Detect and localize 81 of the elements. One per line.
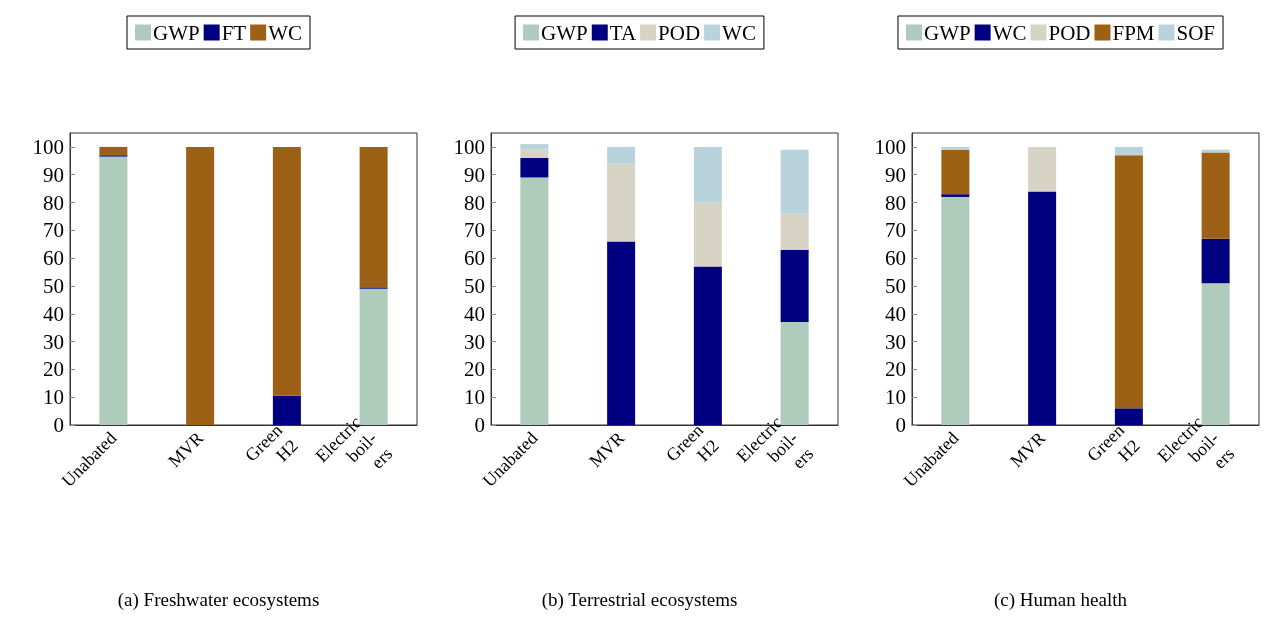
legend-label: SOF [1176, 20, 1216, 45]
y-tick-label: 50 [43, 273, 64, 298]
y-tick-label: 0 [474, 413, 485, 437]
y-tick-label: 10 [885, 385, 906, 410]
text: (a) Freshwater ecosystems [117, 589, 320, 611]
text: (c) Human health [994, 589, 1128, 611]
y-tick-label: 10 [43, 385, 64, 410]
y-tick-label: 60 [885, 246, 906, 271]
bar [780, 249, 809, 323]
y-tick-label: 20 [885, 357, 906, 382]
y-tick-label: 60 [464, 246, 485, 271]
bar [186, 146, 215, 425]
bar [520, 177, 549, 425]
bar [693, 266, 722, 425]
legend-label: POD [658, 20, 701, 45]
y-tick-label: 90 [885, 162, 906, 187]
bar [359, 288, 388, 425]
y-tick-label: 10 [464, 385, 485, 410]
y-tick-label: 90 [464, 162, 485, 187]
y-tick-label: 60 [43, 246, 64, 271]
legend-label: GWP [153, 20, 200, 45]
y-tick-label: 80 [43, 190, 64, 215]
y-tick-label: 70 [464, 218, 485, 243]
bar [941, 146, 970, 150]
legend-label: TA [609, 20, 637, 45]
bar [941, 149, 970, 195]
legend-label: WC [992, 20, 1027, 45]
bar [1114, 155, 1143, 409]
y-tick-label: 70 [885, 218, 906, 243]
bar [607, 146, 636, 164]
bar [520, 149, 549, 159]
legend-label: WC [268, 20, 302, 45]
bar [1201, 152, 1230, 239]
bar [941, 196, 970, 425]
bar [780, 213, 809, 250]
y-tick-label: 30 [43, 329, 64, 354]
y-tick-label: 80 [464, 190, 485, 215]
bar [1114, 146, 1143, 156]
y-tick-label: 40 [885, 301, 906, 326]
y-tick-label: 80 [885, 190, 906, 215]
bar [693, 202, 722, 267]
text: (b) Terrestrial ecosystems [541, 589, 738, 611]
bar [941, 194, 970, 197]
y-tick-label: 100 [453, 134, 485, 159]
legend-label: GWP [541, 20, 588, 45]
y-tick-label: 0 [895, 413, 906, 437]
legend-label: FPM [1112, 20, 1155, 45]
y-tick-label: 20 [43, 357, 64, 382]
bar [780, 149, 809, 214]
bar [520, 144, 549, 150]
y-tick-label: 40 [43, 301, 64, 326]
y-tick-label: 70 [43, 218, 64, 243]
bar [1201, 238, 1230, 284]
bar [1028, 146, 1057, 192]
y-tick-label: 100 [874, 134, 906, 159]
y-tick-label: 50 [464, 273, 485, 298]
bar [99, 156, 128, 425]
legend-label: GWP [923, 20, 971, 45]
y-tick-label: 30 [464, 329, 485, 354]
bar [359, 146, 388, 288]
bar [780, 322, 809, 425]
bar [1114, 408, 1143, 425]
legend-label: FT [221, 20, 247, 45]
y-tick-label: 50 [885, 273, 906, 298]
y-tick-label: 90 [43, 162, 64, 187]
y-tick-label: 20 [464, 357, 485, 382]
bar [99, 146, 128, 156]
y-tick-label: 40 [464, 301, 485, 326]
bar [607, 163, 636, 242]
y-tick-label: 100 [32, 134, 64, 159]
legend-label: WC [722, 20, 756, 45]
bar [272, 395, 301, 425]
bar [1028, 191, 1057, 425]
y-tick-label: 0 [53, 413, 64, 437]
bar [520, 158, 549, 178]
bar [693, 146, 722, 203]
bar [272, 146, 301, 396]
y-tick-label: 30 [885, 329, 906, 354]
bar [1201, 283, 1230, 425]
bar [607, 241, 636, 425]
legend-label: POD [1048, 20, 1091, 45]
